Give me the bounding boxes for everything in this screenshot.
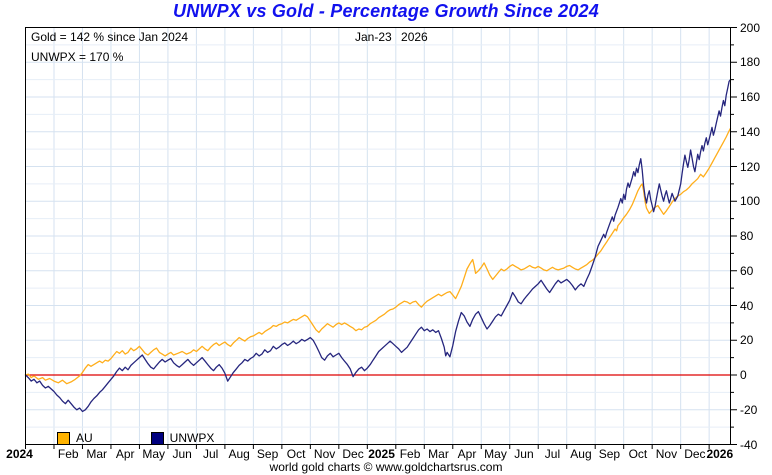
x-axis-label: May [142,447,166,461]
x-axis-label: Dec [684,447,706,461]
y-axis-label: 40 [740,298,754,313]
y-axis-label: 60 [740,263,754,278]
x-axis-label: Sep [598,447,621,461]
legend-label-au: AU [76,431,93,445]
y-axis-label: 160 [740,90,761,104]
x-axis-label: Mar [428,447,449,461]
x-axis-label: Apr [457,447,477,461]
x-axis-label: May [484,447,507,461]
chart-title: UNWPX vs Gold - Percentage Growth Since … [173,1,599,21]
x-axis-label: Nov [655,447,678,461]
y-axis-label: 140 [740,124,761,139]
y-axis-label: 20 [740,333,754,348]
y-axis-label: 100 [740,194,761,209]
y-axis-label: -20 [740,402,758,417]
x-axis-label: Aug [570,447,592,461]
x-axis-label: Sep [256,447,279,461]
y-axis-label: -40 [740,437,758,452]
x-axis-label: Feb [399,447,421,461]
x-axis-label: Jul [202,447,219,461]
x-axis-label: Mar [86,447,108,461]
x-axis-label: 2024 [6,447,33,461]
annotation-last-date: Jan-23 2026 [355,30,428,44]
y-axis-label: 120 [740,159,761,174]
legend-swatch-unwpx [150,431,164,445]
annotation-gold-growth: Gold = 142 % since Jan 2024 [31,30,189,44]
x-axis-label: 2025 [368,447,395,461]
footer-credit: world gold charts © www.goldchartsrus.co… [269,460,503,474]
x-axis-label: Apr [115,447,135,461]
series-line-au [24,127,732,385]
x-axis-label: 2026 [706,447,734,461]
x-axis-label: Feb [57,447,79,461]
x-axis-label: Jul [544,447,561,461]
annotation-unwpx-growth: UNWPX = 170 % [31,50,124,64]
x-axis-label: Aug [228,447,250,461]
y-axis-label: 200 [740,20,761,35]
x-axis-label: Dec [342,447,364,461]
y-axis-label: 80 [740,229,754,243]
x-axis-label: Oct [286,447,306,461]
series-line-unwpx [24,78,732,413]
legend-swatch-au [57,431,70,445]
x-axis-label: Jun [514,447,534,461]
x-axis-label: Oct [628,447,648,461]
x-axis-label: Nov [313,447,336,461]
y-axis-label: 180 [740,55,761,70]
x-axis-label: Jun [172,447,192,461]
legend: AU UNWPX [57,431,214,445]
y-axis-label: 0 [740,368,747,382]
legend-label-unwpx: UNWPX [169,431,215,445]
